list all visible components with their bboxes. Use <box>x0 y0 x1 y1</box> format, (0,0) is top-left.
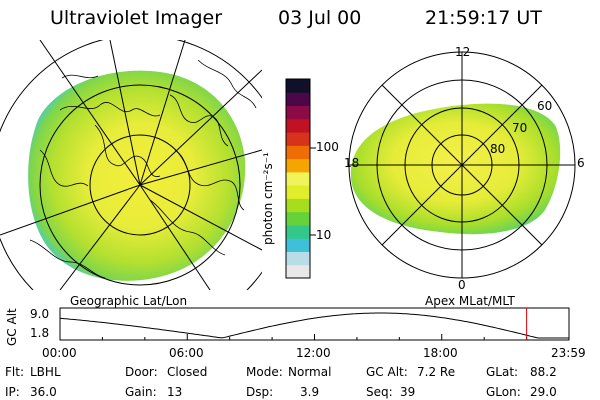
colorbar-segment <box>286 105 310 120</box>
colorbar-segment <box>286 264 310 279</box>
colorbar-label-10: 10 <box>316 228 332 242</box>
instrument-title: Ultraviolet Imager <box>50 7 223 29</box>
info-mode-label: Mode: <box>246 365 283 379</box>
magnetic-polar-plot <box>348 51 576 279</box>
mlt-label-6: 6 <box>577 156 585 170</box>
mlt-label-12: 12 <box>455 45 471 59</box>
colorbar-segment <box>286 132 310 146</box>
info-dsp-value: 3.9 <box>300 385 320 399</box>
info-seq-value: 39 <box>400 385 416 399</box>
info-door-label: Door: <box>125 365 158 379</box>
geographic-caption: Geographic Lat/Lon <box>70 294 188 308</box>
info-seq-label: Seq: <box>366 385 393 399</box>
colorbar-frame <box>285 78 311 279</box>
info-mode-value: Normal <box>288 365 332 379</box>
geo-lat-circle-inner <box>89 134 191 236</box>
altitude-ylabel: GC Alt <box>5 308 19 346</box>
info-glon-value: 29.0 <box>530 385 557 399</box>
info-gain-label: Gain: <box>125 385 157 399</box>
geo-lat-circle-mid <box>39 84 241 286</box>
colorbar-unit-label: photon cm⁻²s⁻¹ <box>261 152 275 245</box>
colorbar-segment <box>286 145 310 160</box>
geographic-image <box>0 40 262 290</box>
info-gcalt-label: GC Alt: <box>366 365 408 379</box>
info-glat-label: GLat: <box>486 365 519 379</box>
altitude-plot <box>59 307 570 341</box>
mlt-label-0: 0 <box>458 278 466 292</box>
colorbar-segment <box>286 118 310 133</box>
colorbar-segment <box>286 198 310 213</box>
colorbar-label-100: 100 <box>316 140 339 154</box>
info-gcalt-value: 7.2 Re <box>417 365 456 379</box>
info-glat-value: 88.2 <box>530 365 557 379</box>
colorbar-segment <box>286 92 310 107</box>
x-tick-label-1200: 12:00 <box>296 346 331 360</box>
colorbar-segment <box>286 158 310 173</box>
altitude-ymin-label: 1.8 <box>30 326 50 340</box>
colorbar-segment <box>286 211 310 226</box>
auroral-emission-geographic <box>28 70 246 281</box>
info-gain-value: 13 <box>167 385 183 399</box>
info-ip-label: IP: <box>5 385 20 399</box>
mlat-label-80: 80 <box>490 142 506 156</box>
colorbar-segment <box>286 224 310 239</box>
x-tick-label-2359: 23:59 <box>551 346 586 360</box>
mlt-meridians <box>349 52 575 278</box>
colorbar-segment <box>286 171 310 186</box>
x-tick-label-0000: 00:00 <box>42 346 77 360</box>
mlat-label-70: 70 <box>512 121 528 135</box>
observation-time: 21:59:17 UT <box>425 7 542 29</box>
mlt-label-18: 18 <box>344 156 360 170</box>
altitude-x-ticks <box>59 334 570 340</box>
x-tick-label-1800: 18:00 <box>423 346 458 360</box>
info-ip-value: 36.0 <box>30 385 57 399</box>
auroral-emission-magnetic <box>350 103 561 235</box>
coastlines <box>29 59 257 279</box>
colorbar <box>285 78 311 279</box>
info-filter-label: Flt: <box>5 365 24 379</box>
info-door-value: Closed <box>167 365 208 379</box>
info-dsp-label: Dsp: <box>246 385 274 399</box>
colorbar-segment <box>286 251 310 266</box>
info-filter-value: LBHL <box>30 365 61 379</box>
geo-longitude-lines <box>0 40 262 290</box>
altitude-curve <box>59 312 569 339</box>
observation-date: 03 Jul 00 <box>278 7 362 29</box>
altitude-ymax-label: 9.0 <box>30 307 50 321</box>
info-glon-label: GLon: <box>486 385 521 399</box>
mlat-label-60: 60 <box>537 99 553 113</box>
colorbar-segment <box>286 185 310 199</box>
x-tick-label-0600: 06:00 <box>169 346 204 360</box>
colorbar-segment <box>286 238 310 252</box>
magnetic-caption: Apex MLat/MLT <box>425 294 515 308</box>
colorbar-segment <box>286 79 310 93</box>
